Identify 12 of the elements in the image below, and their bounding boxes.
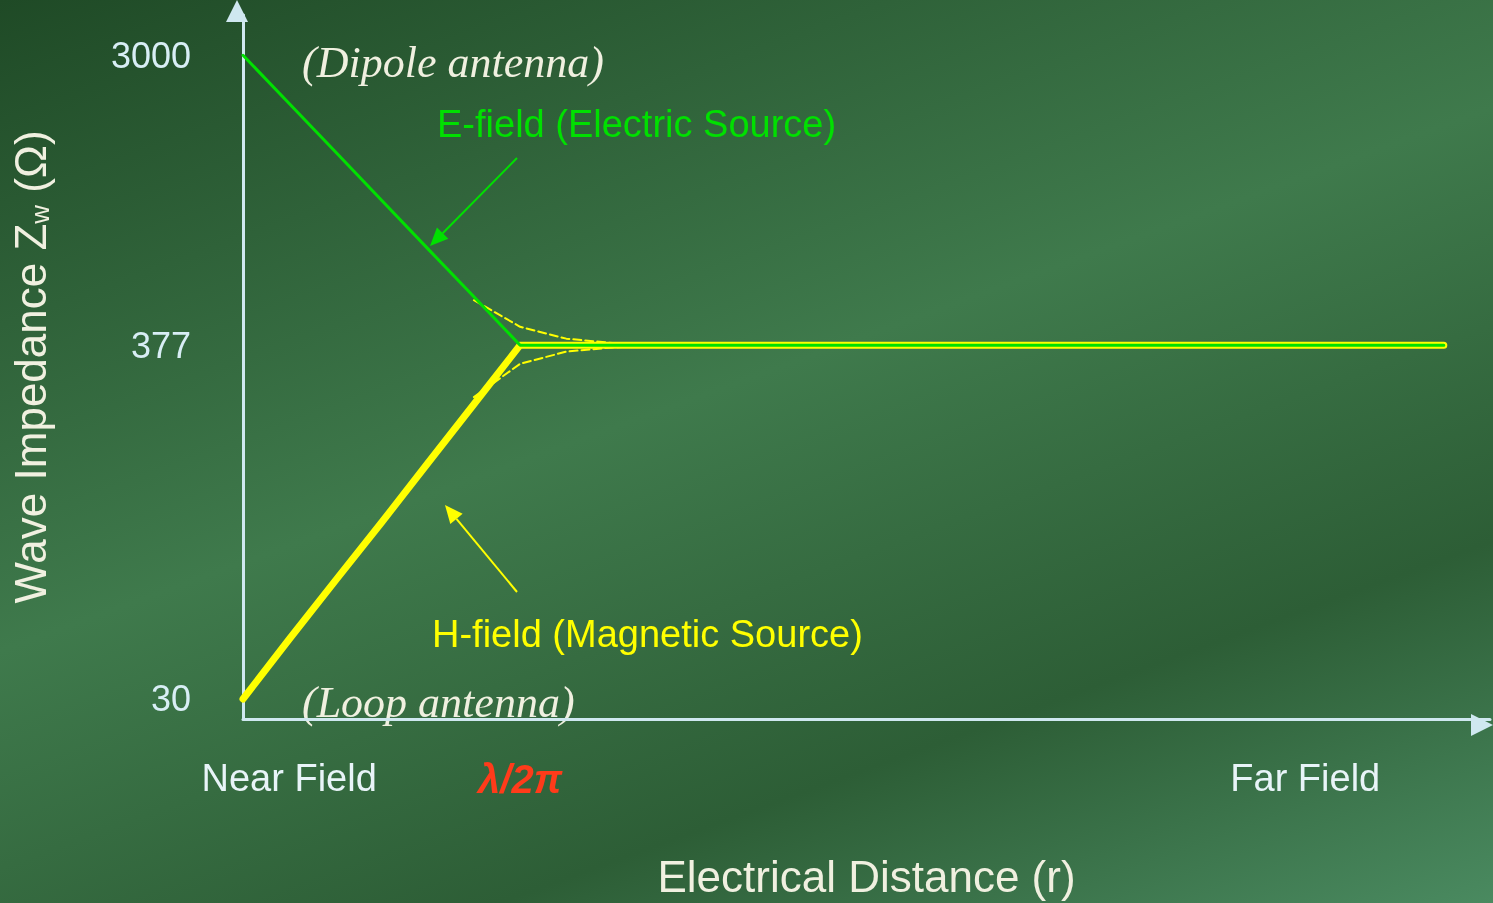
- y-axis-title: Wave Impedance Zw (Ω): [5, 130, 55, 604]
- x-tick-label: λ/2π: [476, 757, 563, 801]
- text: E-field (Electric Source): [437, 103, 837, 145]
- y-tick-label: 30: [150, 678, 191, 720]
- legend-label: H-field (Magnetic Source): [432, 613, 863, 655]
- y-tick-label: 3000: [110, 34, 191, 76]
- annotation: (Loop antenna): [302, 677, 575, 727]
- x-tick-label: Far Field: [1230, 757, 1381, 799]
- y-tick-label: 377: [130, 324, 191, 366]
- annotation: (Dipole antenna): [302, 37, 604, 87]
- x-tick-label: Near Field: [201, 757, 377, 799]
- x-axis-title: Electrical Distance (r): [657, 851, 1076, 901]
